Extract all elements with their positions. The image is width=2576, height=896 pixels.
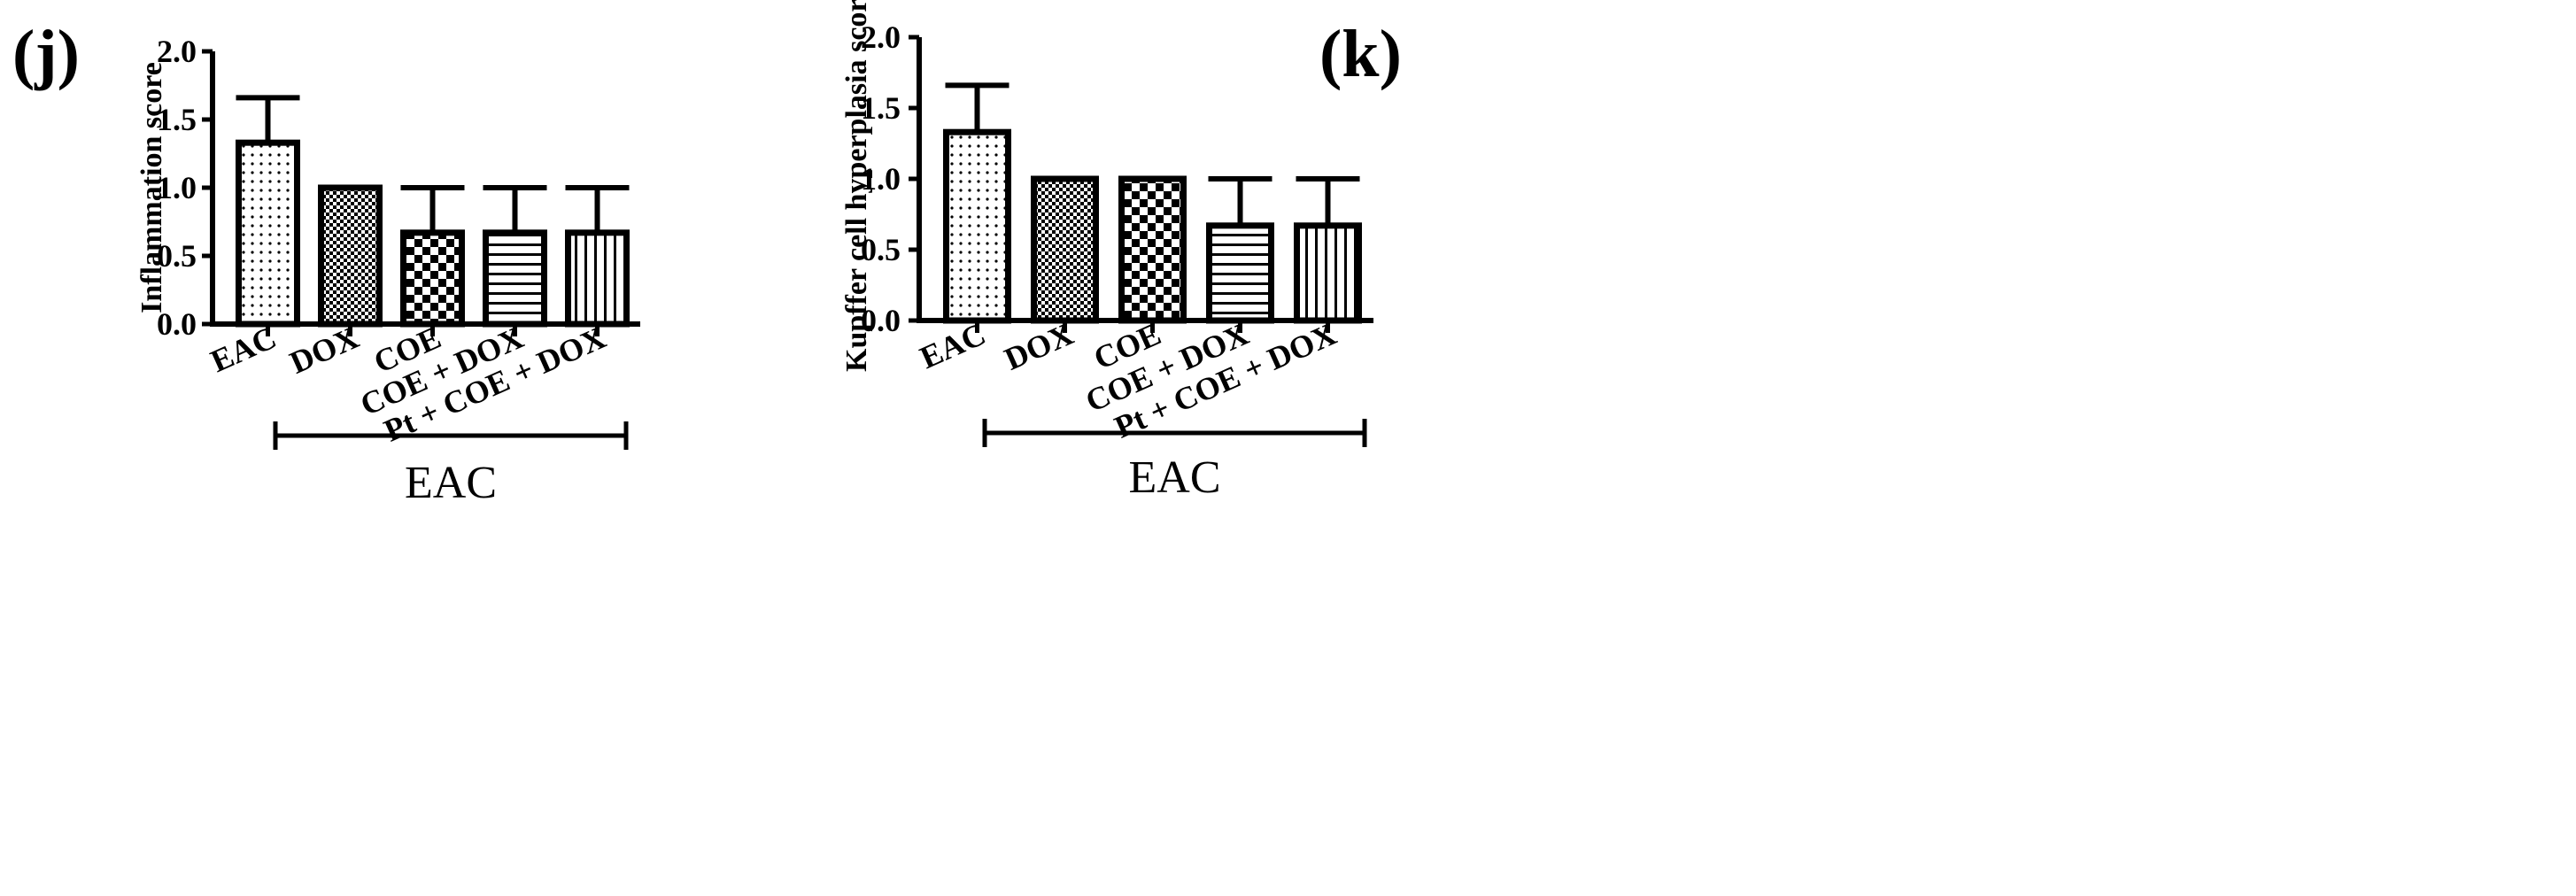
x-category-label: DOX: [284, 320, 363, 381]
y-tick-label: 0.5: [861, 232, 901, 267]
panel-label: (j): [12, 17, 80, 91]
x-category-label: DOX: [999, 316, 1078, 377]
y-tick-label: 1.5: [157, 102, 197, 137]
group-label: EAC: [1129, 452, 1221, 503]
bar: [565, 229, 630, 328]
y-axis-title: Kupffer cell hyperplasia score: [840, 0, 873, 372]
y-tick-label: 1.0: [861, 161, 901, 197]
y-tick-label: 2.0: [157, 34, 197, 69]
y-tick-label: 1.5: [861, 90, 901, 126]
bar: [1206, 222, 1274, 324]
bar: [318, 184, 383, 328]
y-axis-title: Inflammation score: [135, 62, 168, 313]
panel-label: (k): [1319, 17, 1402, 91]
y-tick-label: 0.0: [157, 306, 197, 342]
y-tick-label: 2.0: [861, 19, 901, 55]
bar: [1031, 175, 1099, 324]
bar: [1294, 222, 1362, 324]
x-category-label: EAC: [205, 320, 282, 379]
x-category-label: EAC: [915, 316, 991, 375]
bar: [236, 139, 300, 328]
bar: [943, 128, 1011, 324]
y-tick-label: 0.0: [861, 303, 901, 338]
bar: [1118, 175, 1187, 324]
y-tick-label: 0.5: [157, 238, 197, 274]
bar: [483, 229, 547, 328]
y-tick-label: 1.0: [157, 170, 197, 205]
group-label: EAC: [405, 458, 497, 508]
bar: [400, 229, 465, 328]
